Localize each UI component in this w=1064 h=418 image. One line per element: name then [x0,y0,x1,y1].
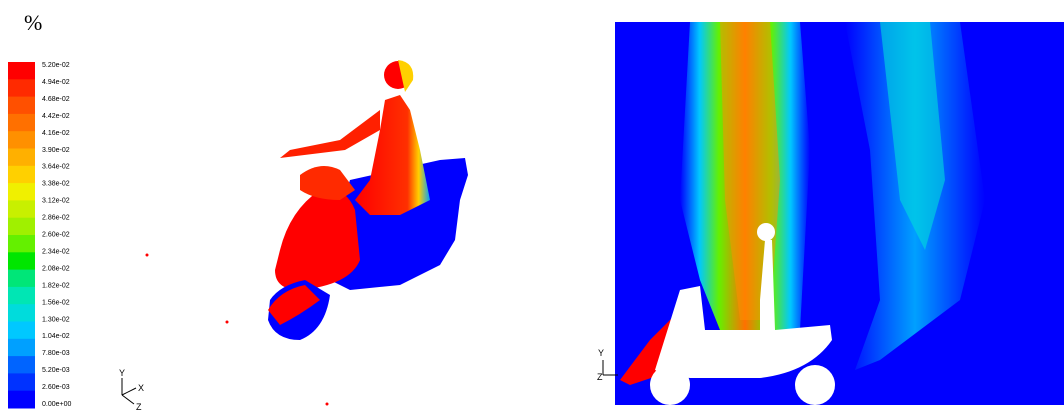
colorbar-label: 1.04e-02 [42,333,70,340]
colorbar-label: 7.80e-03 [42,350,70,357]
contour-plot [615,22,1064,405]
colorbar-label: 2.60e-03 [42,384,70,391]
colorbar-label: 4.94e-02 [42,79,70,86]
color-swatch [8,356,35,374]
color-swatch [8,166,35,184]
color-swatch [8,391,35,409]
axis-label: Z [136,402,142,412]
color-swatch [8,97,35,115]
axis-label: Y [119,368,125,378]
colorbar-label: 0.00e+00 [42,401,71,408]
screenshot: % 5.20e-02 4.94e-02 4.68e-02 4.42e-02 4.16e-… [0,0,1064,418]
colorbar-label: 2.08e-02 [42,265,70,272]
color-swatch [8,339,35,357]
colorbar-label: 4.16e-02 [42,130,70,137]
colorbar-label: 3.90e-02 [42,147,70,154]
color-swatch [8,252,35,270]
color-swatch [8,270,35,288]
color-swatch [8,131,35,149]
colorbar-label: 3.12e-02 [42,198,70,205]
color-swatch [8,218,35,236]
colorbar-label: 2.34e-02 [42,248,70,255]
color-swatch [8,200,35,218]
color-swatch [8,287,35,305]
colorbar-label: 5.20e-02 [42,62,70,69]
axis-label: Y [598,348,604,358]
scooter-render [146,60,469,406]
unit-label: % [24,10,42,35]
color-swatch [8,373,35,391]
color-swatch [8,235,35,253]
colorbar-label: 1.56e-02 [42,299,70,306]
axis-triad [122,378,136,404]
colorbar-label: 3.64e-02 [42,164,70,171]
colorbar-label: 4.68e-02 [42,96,70,103]
colorbar: 5.20e-02 4.94e-02 4.68e-02 4.42e-02 4.16e-02… [8,62,71,409]
colorbar-label: 4.42e-02 [42,113,70,120]
color-swatch [8,304,35,322]
colorbar-label: 3.38e-02 [42,181,70,188]
colorbar-label: 2.60e-02 [42,232,70,239]
color-swatch [8,322,35,340]
colorbar-label: 5.20e-03 [42,367,70,374]
color-swatch [8,114,35,132]
colorbar-label: 2.86e-02 [42,215,70,222]
axis-label: Z [597,372,603,382]
color-swatch [8,183,35,201]
color-swatch [8,149,35,167]
colorbar-label: 1.82e-02 [42,282,70,289]
axis-label: X [138,383,144,393]
color-swatch [8,62,35,80]
color-swatch [8,79,35,97]
colorbar-label: 1.30e-02 [42,316,70,323]
